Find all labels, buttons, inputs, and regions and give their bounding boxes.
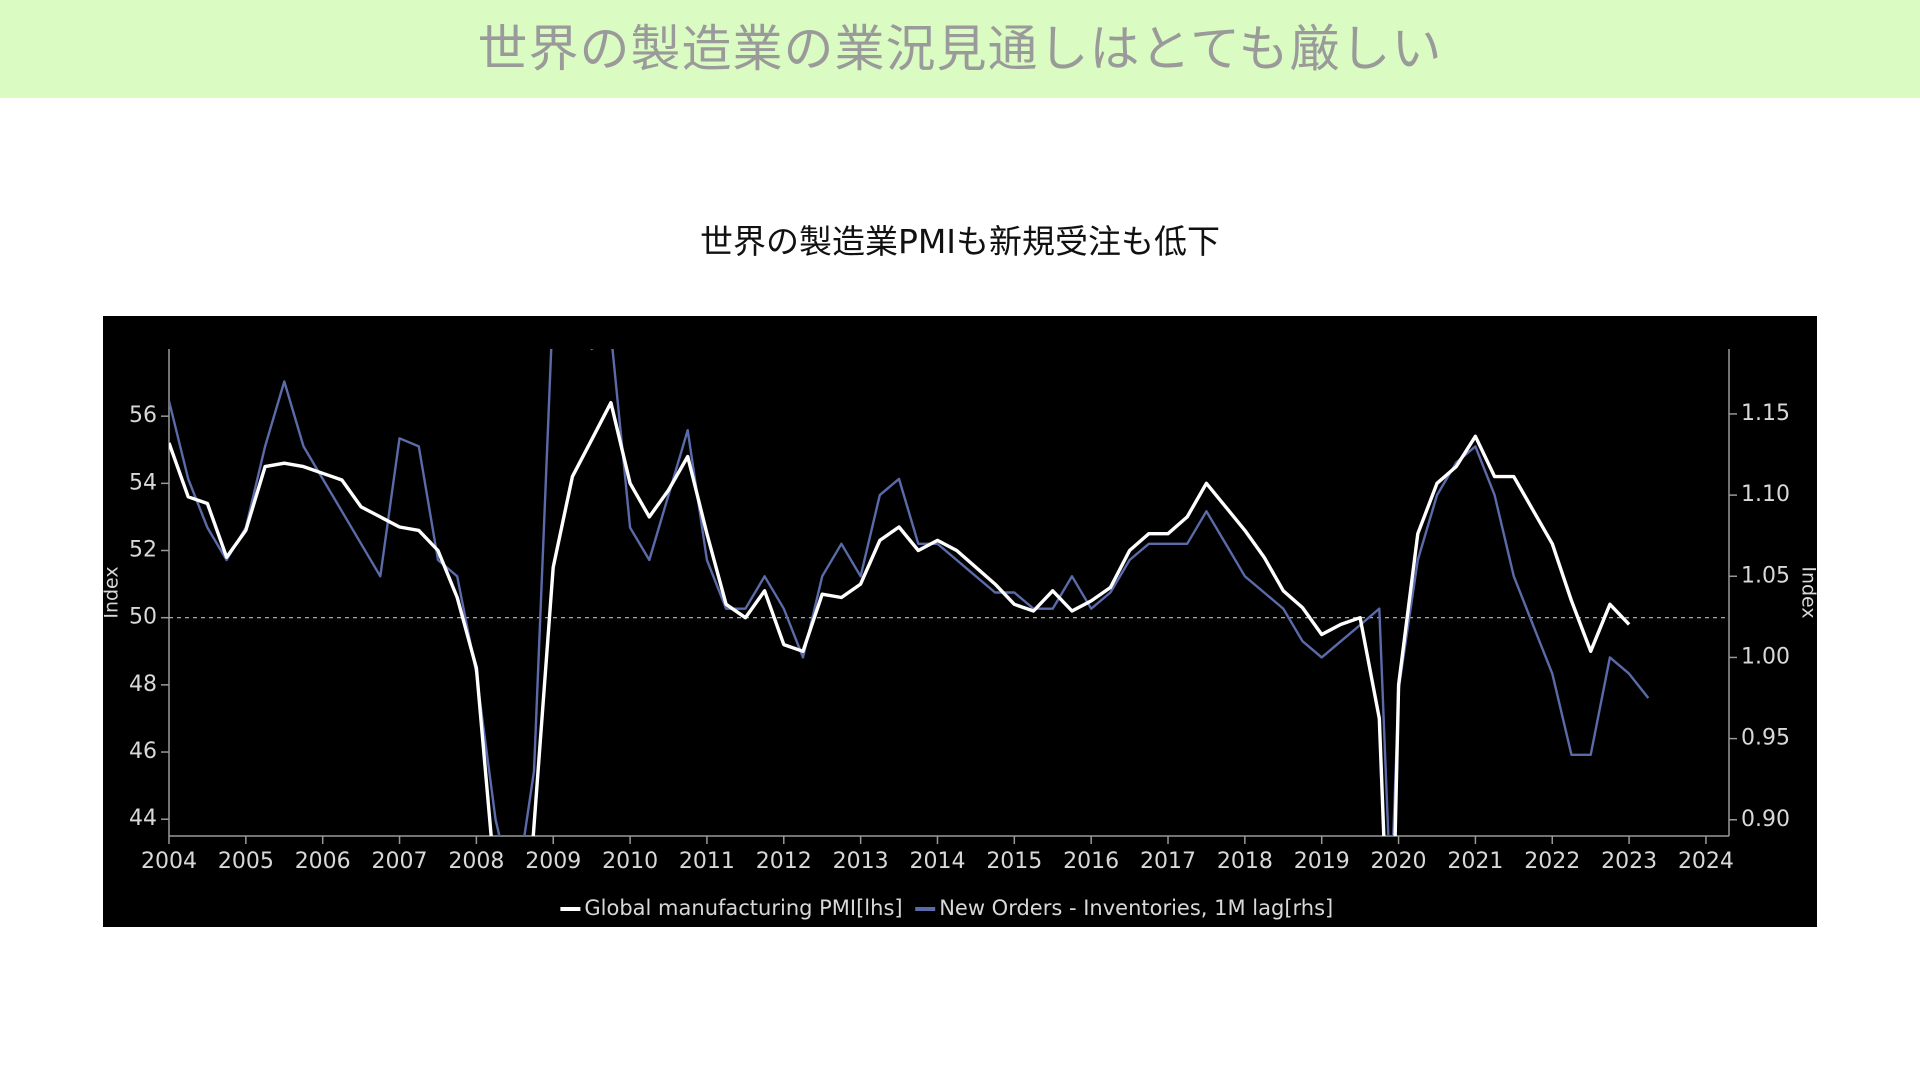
x-tick-label: 2005 — [218, 849, 274, 874]
legend-label: Global manufacturing PMI[lhs] — [584, 896, 902, 920]
y-tick-label: 48 — [129, 672, 157, 697]
x-tick-label: 2016 — [1063, 849, 1119, 874]
y2-tick-label: 1.10 — [1741, 482, 1790, 507]
x-tick-label: 2014 — [909, 849, 965, 874]
x-tick-label: 2017 — [1140, 849, 1196, 874]
y-tick-label: 52 — [129, 538, 157, 563]
x-tick-label: 2004 — [141, 849, 197, 874]
page-title: 世界の製造業の業況見通しはとても厳しい — [477, 20, 1443, 78]
x-tick-label: 2009 — [525, 849, 581, 874]
x-tick-label: 2022 — [1524, 849, 1580, 874]
y-tick-label: 50 — [129, 605, 157, 630]
y2-tick-label: 1.15 — [1741, 401, 1790, 426]
x-tick-label: 2019 — [1294, 849, 1350, 874]
y2-tick-label: 0.90 — [1741, 807, 1790, 832]
y2-tick-label: 0.95 — [1741, 726, 1790, 751]
y-tick-label: 56 — [129, 403, 157, 428]
x-tick-label: 2020 — [1371, 849, 1427, 874]
x-tick-label: 2008 — [448, 849, 504, 874]
y2-tick-label: 1.05 — [1741, 563, 1790, 588]
y-tick-label: 44 — [129, 806, 157, 831]
y-tick-label: 46 — [129, 739, 157, 764]
x-tick-label: 2006 — [295, 849, 351, 874]
chart-title: 世界の製造業PMIも新規受注も低下 — [699, 222, 1221, 261]
x-tick-label: 2012 — [756, 849, 812, 874]
y-axis-label: Index — [101, 566, 123, 618]
series-line — [169, 401, 1631, 836]
y2-axis-label: Index — [1798, 566, 1820, 618]
x-tick-label: 2018 — [1217, 849, 1273, 874]
x-tick-label: 2013 — [833, 849, 889, 874]
x-tick-label: 2007 — [372, 849, 428, 874]
y2-tick-label: 1.00 — [1741, 644, 1790, 669]
x-tick-label: 2024 — [1678, 849, 1734, 874]
x-tick-label: 2023 — [1601, 849, 1657, 874]
x-tick-label: 2015 — [986, 849, 1042, 874]
legend-label: New Orders - Inventories, 1M lag[rhs] — [939, 896, 1333, 920]
y-tick-label: 54 — [129, 470, 157, 495]
x-tick-label: 2021 — [1447, 849, 1503, 874]
header-band — [0, 0, 1920, 98]
plot-area — [169, 349, 1650, 836]
x-tick-label: 2010 — [602, 849, 658, 874]
x-tick-label: 2011 — [679, 849, 735, 874]
